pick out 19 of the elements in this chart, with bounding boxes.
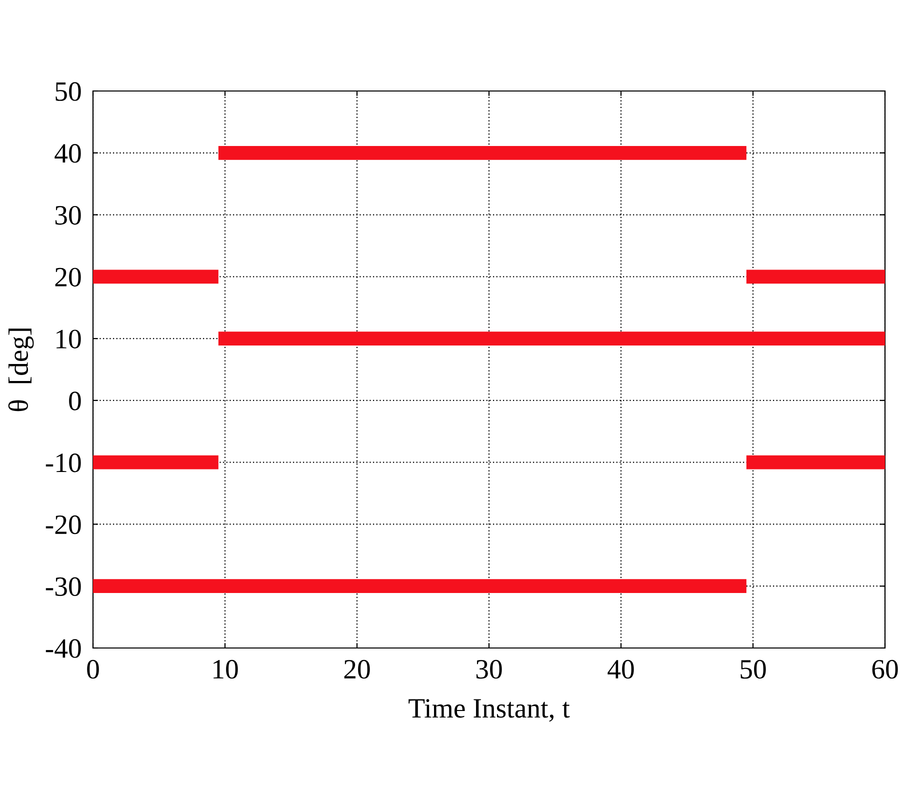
y-tick-label: 0 <box>69 392 81 410</box>
y-tick-label: -30 <box>46 577 81 596</box>
x-tick-label: 20 <box>344 660 370 679</box>
y-axis-title: θ [deg] <box>8 328 34 412</box>
x-tick-label: 10 <box>214 660 238 679</box>
y-tick-label: 20 <box>55 268 81 287</box>
x-tick-label: 60 <box>872 660 898 679</box>
y-tick-label: -10 <box>46 454 81 472</box>
y-tick-label: 40 <box>54 144 81 163</box>
x-tick-label: 30 <box>476 660 502 679</box>
y-tick-label: 50 <box>56 82 81 101</box>
x-tick-label: 50 <box>740 660 766 679</box>
y-tick-label: -40 <box>46 639 81 658</box>
y-tick-label: 30 <box>55 206 81 225</box>
x-tick-label: 0 <box>87 660 99 679</box>
x-axis-title: Time Instant, t <box>408 699 570 722</box>
x-tick-label: 40 <box>608 660 634 679</box>
y-tick-label: 10 <box>56 330 81 348</box>
y-tick-label: -20 <box>46 515 81 534</box>
